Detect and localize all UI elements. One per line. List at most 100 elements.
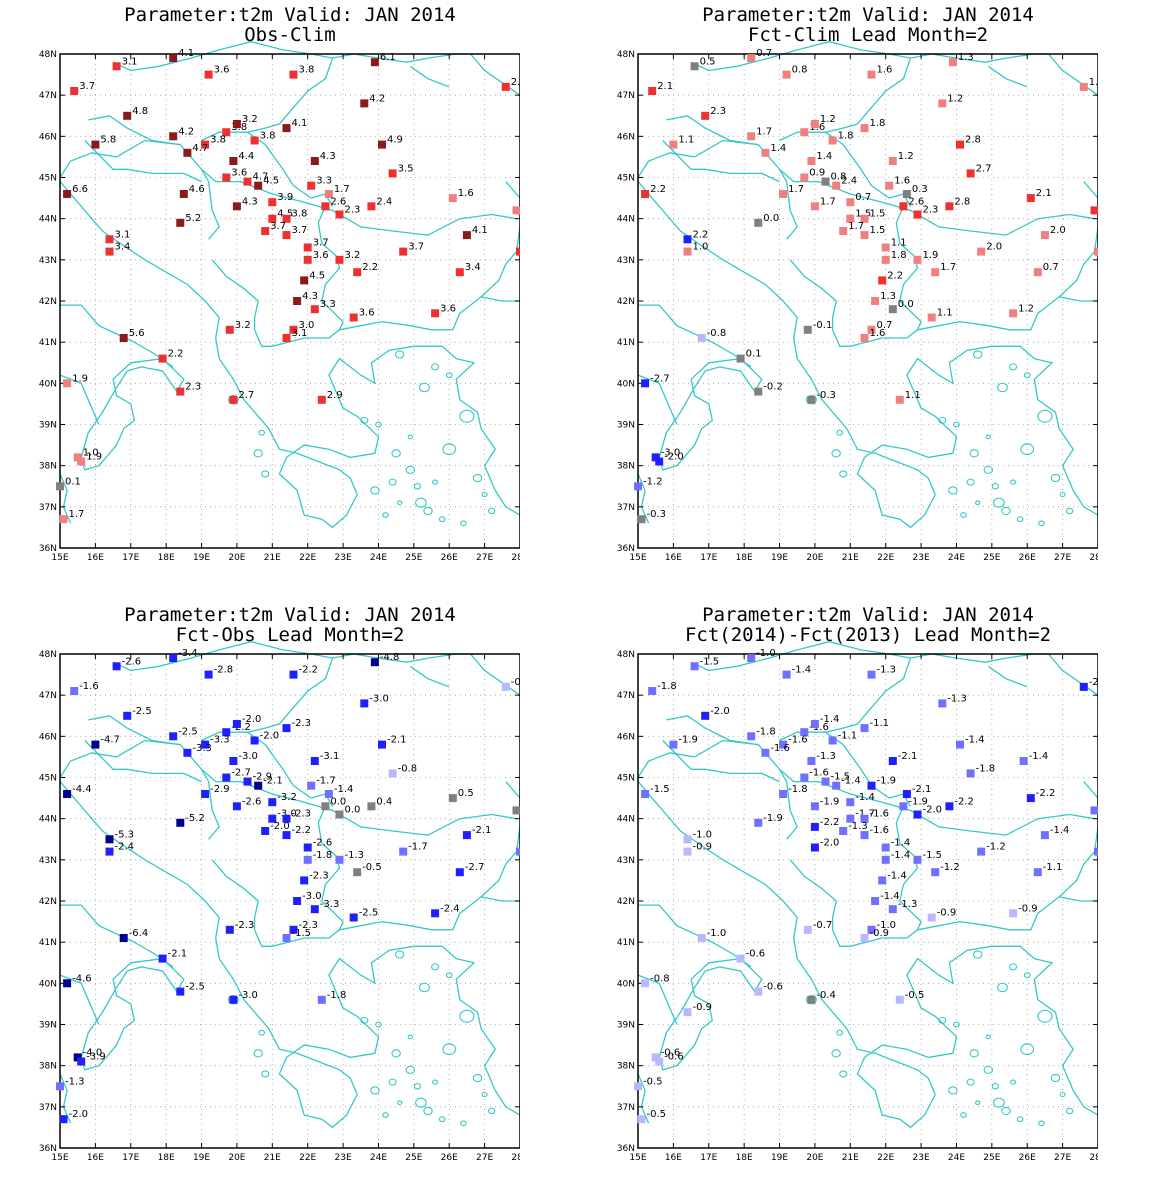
coast-line	[1083, 781, 1098, 799]
y-tick-label: 37N	[617, 1103, 635, 1113]
station-marker	[462, 231, 471, 240]
station-marker	[289, 325, 298, 334]
station-value-label: -0.6	[746, 949, 766, 960]
coast-line	[247, 657, 334, 733]
station-value-label: 1.3	[958, 52, 974, 63]
station-marker	[641, 190, 650, 198]
station-value-label: 1.9	[72, 373, 88, 384]
station-marker	[63, 979, 72, 988]
y-tick-label: 45N	[617, 774, 635, 784]
coast-line	[480, 826, 520, 898]
station-marker	[222, 128, 231, 137]
island	[488, 1107, 496, 1115]
island	[1037, 409, 1053, 423]
station-marker	[690, 62, 699, 71]
station-value-label: -2.0	[260, 731, 280, 742]
y-tick-label: 41N	[617, 938, 635, 948]
x-tick-label: 25E	[405, 553, 422, 563]
coast-line	[470, 53, 520, 96]
station-value-label: 3.8	[292, 209, 308, 220]
x-tick-label: 20E	[806, 1153, 823, 1163]
station-value-label: -4.4	[72, 784, 92, 795]
coast-line	[638, 304, 752, 368]
coast-line	[637, 974, 678, 1025]
station-marker	[846, 798, 855, 807]
station-marker	[683, 835, 692, 844]
station-value-label: 2.1	[1036, 188, 1052, 199]
station-marker	[860, 124, 869, 133]
station-marker	[810, 120, 819, 128]
y-tick-label: 44N	[617, 215, 635, 225]
station-marker	[59, 515, 68, 524]
station-value-label: 3.4	[115, 242, 131, 253]
coast-line	[84, 140, 202, 183]
station-value-label: 4.3	[242, 196, 258, 207]
station-value-label: -0.3	[647, 509, 667, 520]
coast-line	[666, 715, 759, 746]
station-marker	[176, 387, 185, 396]
station-value-label: 4.9	[387, 135, 403, 146]
station-marker	[655, 457, 664, 466]
station-value-label: -2.7	[650, 373, 670, 384]
station-marker	[335, 255, 344, 264]
station-marker	[860, 724, 869, 733]
station-value-label: 1.4	[770, 143, 786, 154]
coast-line	[1048, 53, 1098, 96]
panel-title: Parameter:t2m Valid: JAN 2014	[124, 4, 456, 26]
coast-line	[825, 657, 912, 733]
island	[423, 1106, 433, 1116]
station-marker	[303, 855, 312, 864]
station-value-label: 1.1	[905, 390, 921, 401]
panel-title: Parameter:t2m Valid: JAN 2014	[124, 604, 456, 626]
station-value-label: 3.6	[231, 168, 247, 179]
stations: -1.5-1.0-1.8-1.4-1.3-2.0-2.0-1.3-1.8-1.6…	[634, 648, 1098, 1124]
station-value-label: 4.1	[472, 225, 488, 236]
station-value-label: 0.5	[458, 788, 474, 799]
station-marker	[360, 699, 369, 708]
x-tick-label: 26E	[441, 1153, 458, 1163]
station-marker	[860, 214, 869, 223]
coast-line	[505, 781, 520, 799]
station-value-label: 0.7	[855, 192, 871, 203]
island	[1037, 1009, 1053, 1023]
x-tick-label: 25E	[983, 1153, 1000, 1163]
station-value-label: 1.9	[86, 452, 102, 463]
station-marker	[349, 913, 358, 922]
station-value-label: -0.4	[816, 990, 836, 1001]
station-value-label: -1.4	[334, 784, 354, 795]
x-tick-label: 28E	[1089, 553, 1098, 563]
station-marker	[399, 847, 408, 856]
station-value-label: 2.4	[841, 176, 857, 187]
coast-line	[779, 131, 826, 142]
station-marker	[399, 247, 408, 256]
station-value-label: -0.9	[1018, 903, 1038, 914]
station-value-label: -0.6	[763, 982, 783, 993]
stations: 0.50.72.10.81.61.31.52.31.21.71.61.21.81…	[634, 48, 1098, 524]
island	[948, 1086, 958, 1095]
station-value-label: -3.0	[277, 809, 297, 820]
island	[960, 1112, 967, 1119]
island	[442, 1043, 457, 1056]
station-marker	[321, 802, 330, 811]
x-tick-label: 28E	[511, 1153, 520, 1163]
station-marker	[105, 247, 114, 256]
station-marker	[307, 181, 316, 190]
station-value-label: -1.6	[870, 825, 890, 836]
station-value-label: -1.0	[756, 648, 776, 659]
station-marker	[289, 70, 298, 79]
island	[227, 995, 239, 1005]
station-value-label: -4.7	[100, 735, 120, 746]
station-value-label: 3.6	[313, 250, 329, 261]
station-value-label: -2.3	[292, 809, 312, 820]
station-value-label: 3.8	[299, 65, 315, 76]
station-value-label: -1.4	[841, 776, 861, 787]
station-value-label: -0.2	[763, 382, 783, 393]
station-value-label: 1.6	[870, 328, 886, 339]
station-value-label: 3.7	[270, 221, 286, 232]
station-marker	[881, 243, 890, 252]
station-marker	[317, 995, 326, 1004]
panel-subtitle: Obs-Clim	[244, 24, 336, 46]
station-marker	[73, 453, 82, 462]
station-marker	[860, 831, 869, 840]
coast-line	[987, 665, 1028, 688]
